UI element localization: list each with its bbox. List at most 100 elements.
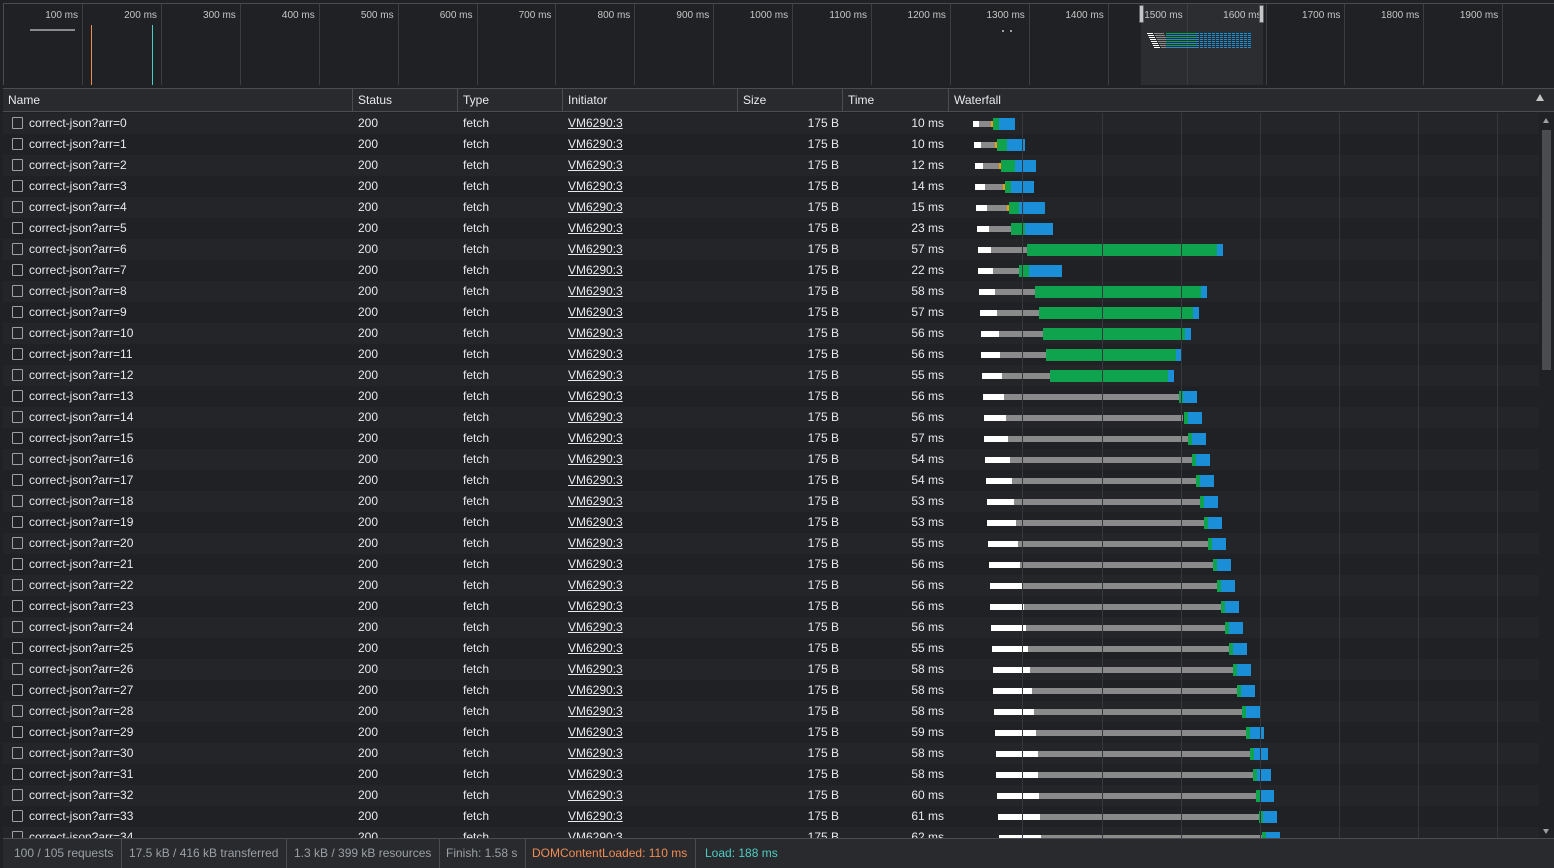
table-row[interactable]: correct-json?arr=12 200 fetch VM6290:3 175 B… [3,365,1539,386]
request-initiator-link[interactable]: VM6290:3 [568,473,623,487]
waterfall-queueing-segment [993,687,1032,694]
overview-gridline [1186,4,1188,85]
table-row[interactable]: correct-json?arr=1 200 fetch VM6290:3 175 B 1… [3,134,1539,155]
waterfall-download-segment [1176,348,1183,361]
table-row[interactable]: correct-json?arr=6 200 fetch VM6290:3 175 B 5… [3,239,1539,260]
request-initiator-link[interactable]: VM6290:3 [568,746,623,760]
table-row[interactable]: correct-json?arr=10 200 fetch VM6290:3 175 B… [3,323,1539,344]
request-initiator-link[interactable]: VM6290:3 [568,641,623,655]
overview-left-handle[interactable] [1139,5,1144,23]
column-header-waterfall[interactable]: Waterfall [954,93,1001,107]
table-row[interactable]: correct-json?arr=29 200 fetch VM6290:3 175 B… [3,722,1539,743]
column-header-size[interactable]: Size [738,89,843,112]
table-row[interactable]: correct-json?arr=22 200 fetch VM6290:3 175 B… [3,575,1539,596]
column-header-status[interactable]: Status [353,89,458,112]
table-row[interactable]: correct-json?arr=13 200 fetch VM6290:3 175 B… [3,386,1539,407]
request-name: correct-json?arr=31 [29,767,134,781]
table-row[interactable]: correct-json?arr=20 200 fetch VM6290:3 175 B… [3,533,1539,554]
request-name: correct-json?arr=16 [29,452,134,466]
request-initiator-link[interactable]: VM6290:3 [568,725,623,739]
request-initiator-link[interactable]: VM6290:3 [568,389,623,403]
table-row[interactable]: correct-json?arr=27 200 fetch VM6290:3 175 B… [3,680,1539,701]
table-row[interactable]: correct-json?arr=32 200 fetch VM6290:3 175 B… [3,785,1539,806]
request-initiator-link[interactable]: VM6290:3 [568,284,623,298]
request-initiator-link[interactable]: VM6290:3 [568,536,623,550]
table-row[interactable]: correct-json?arr=5 200 fetch VM6290:3 175 B 2… [3,218,1539,239]
request-initiator-link[interactable]: VM6290:3 [568,557,623,571]
request-initiator-link[interactable]: VM6290:3 [568,494,623,508]
waterfall-waiting-segment [1010,222,1025,235]
resources-size: 1.3 kB / 399 kB resources [286,839,441,868]
table-row[interactable]: correct-json?arr=31 200 fetch VM6290:3 175 B… [3,764,1539,785]
scroll-down-arrow-icon[interactable] [1543,829,1549,834]
overview-right-handle[interactable] [1259,5,1264,23]
table-row[interactable]: correct-json?arr=15 200 fetch VM6290:3 175 B… [3,428,1539,449]
request-initiator-link[interactable]: VM6290:3 [568,830,623,838]
table-row[interactable]: correct-json?arr=3 200 fetch VM6290:3 175 B 1… [3,176,1539,197]
table-row[interactable]: correct-json?arr=9 200 fetch VM6290:3 175 B 5… [3,302,1539,323]
request-initiator-link[interactable]: VM6290:3 [568,599,623,613]
table-row[interactable]: correct-json?arr=23 200 fetch VM6290:3 175 B… [3,596,1539,617]
column-header-type[interactable]: Type [458,89,563,112]
request-initiator-link[interactable]: VM6290:3 [568,221,623,235]
table-row[interactable]: correct-json?arr=25 200 fetch VM6290:3 175 B… [3,638,1539,659]
request-initiator-link[interactable]: VM6290:3 [568,263,623,277]
table-row[interactable]: correct-json?arr=33 200 fetch VM6290:3 175 B… [3,806,1539,827]
table-row[interactable]: correct-json?arr=4 200 fetch VM6290:3 175 B 1… [3,197,1539,218]
request-initiator-link[interactable]: VM6290:3 [568,410,623,424]
overview-timeline[interactable]: 100 ms 200 ms 300 ms 400 ms 500 ms 600 ms 700 … [3,3,1554,85]
request-initiator-link[interactable]: VM6290:3 [568,788,623,802]
table-row[interactable]: correct-json?arr=28 200 fetch VM6290:3 175 B… [3,701,1539,722]
table-row[interactable]: correct-json?arr=24 200 fetch VM6290:3 175 B… [3,617,1539,638]
overview-selection-window[interactable] [1141,4,1263,85]
request-initiator-link[interactable]: VM6290:3 [568,116,623,130]
request-initiator-link[interactable]: VM6290:3 [568,347,623,361]
waterfall-stalled-segment [1039,813,1259,820]
request-initiator-link[interactable]: VM6290:3 [568,431,623,445]
column-header-time[interactable]: Time [843,89,949,112]
table-row[interactable]: correct-json?arr=16 200 fetch VM6290:3 175 B… [3,449,1539,470]
table-row[interactable]: correct-json?arr=14 200 fetch VM6290:3 175 B… [3,407,1539,428]
column-header-initiator[interactable]: Initiator [563,89,738,112]
request-initiator-link[interactable]: VM6290:3 [568,305,623,319]
request-initiator-link[interactable]: VM6290:3 [568,452,623,466]
table-row[interactable]: correct-json?arr=17 200 fetch VM6290:3 175 B… [3,470,1539,491]
vertical-scrollbar[interactable] [1539,113,1554,838]
request-initiator-link[interactable]: VM6290:3 [568,137,623,151]
request-initiator-link[interactable]: VM6290:3 [568,242,623,256]
request-initiator-link[interactable]: VM6290:3 [568,326,623,340]
table-row[interactable]: correct-json?arr=19 200 fetch VM6290:3 175 B… [3,512,1539,533]
request-name: correct-json?arr=8 [29,284,127,298]
request-initiator-link[interactable]: VM6290:3 [568,767,623,781]
request-initiator-link[interactable]: VM6290:3 [568,179,623,193]
request-initiator-link[interactable]: VM6290:3 [568,809,623,823]
table-row[interactable]: correct-json?arr=8 200 fetch VM6290:3 175 B 5… [3,281,1539,302]
table-row[interactable]: correct-json?arr=30 200 fetch VM6290:3 175 B… [3,743,1539,764]
sort-ascending-icon[interactable] [1536,94,1544,101]
request-initiator-link[interactable]: VM6290:3 [568,368,623,382]
waterfall-gridline [1102,113,1103,838]
table-row[interactable]: correct-json?arr=7 200 fetch VM6290:3 175 B 2… [3,260,1539,281]
request-initiator-link[interactable]: VM6290:3 [568,704,623,718]
request-initiator-link[interactable]: VM6290:3 [568,515,623,529]
table-row[interactable]: correct-json?arr=26 200 fetch VM6290:3 175 B… [3,659,1539,680]
scroll-up-arrow-icon[interactable] [1543,118,1549,123]
table-row[interactable]: correct-json?arr=21 200 fetch VM6290:3 175 B… [3,554,1539,575]
request-initiator-link[interactable]: VM6290:3 [568,578,623,592]
table-row[interactable]: correct-json?arr=34 200 fetch VM6290:3 175 B… [3,827,1539,838]
table-row[interactable]: correct-json?arr=0 200 fetch VM6290:3 175 B 1… [3,113,1539,134]
table-row[interactable]: correct-json?arr=11 200 fetch VM6290:3 175 B… [3,344,1539,365]
overview-gridline [1028,4,1030,85]
request-initiator-link[interactable]: VM6290:3 [568,683,623,697]
table-row[interactable]: correct-json?arr=2 200 fetch VM6290:3 175 B 1… [3,155,1539,176]
column-header-name[interactable]: Name [3,89,353,112]
request-status: 200 [358,683,379,697]
request-initiator-link[interactable]: VM6290:3 [568,620,623,634]
table-row[interactable]: correct-json?arr=18 200 fetch VM6290:3 175 B… [3,491,1539,512]
request-initiator-link[interactable]: VM6290:3 [568,662,623,676]
request-initiator-link[interactable]: VM6290:3 [568,158,623,172]
request-initiator-link[interactable]: VM6290:3 [568,200,623,214]
request-size: 175 B [807,284,839,298]
request-type: fetch [463,347,490,361]
scrollbar-thumb[interactable] [1542,130,1551,370]
